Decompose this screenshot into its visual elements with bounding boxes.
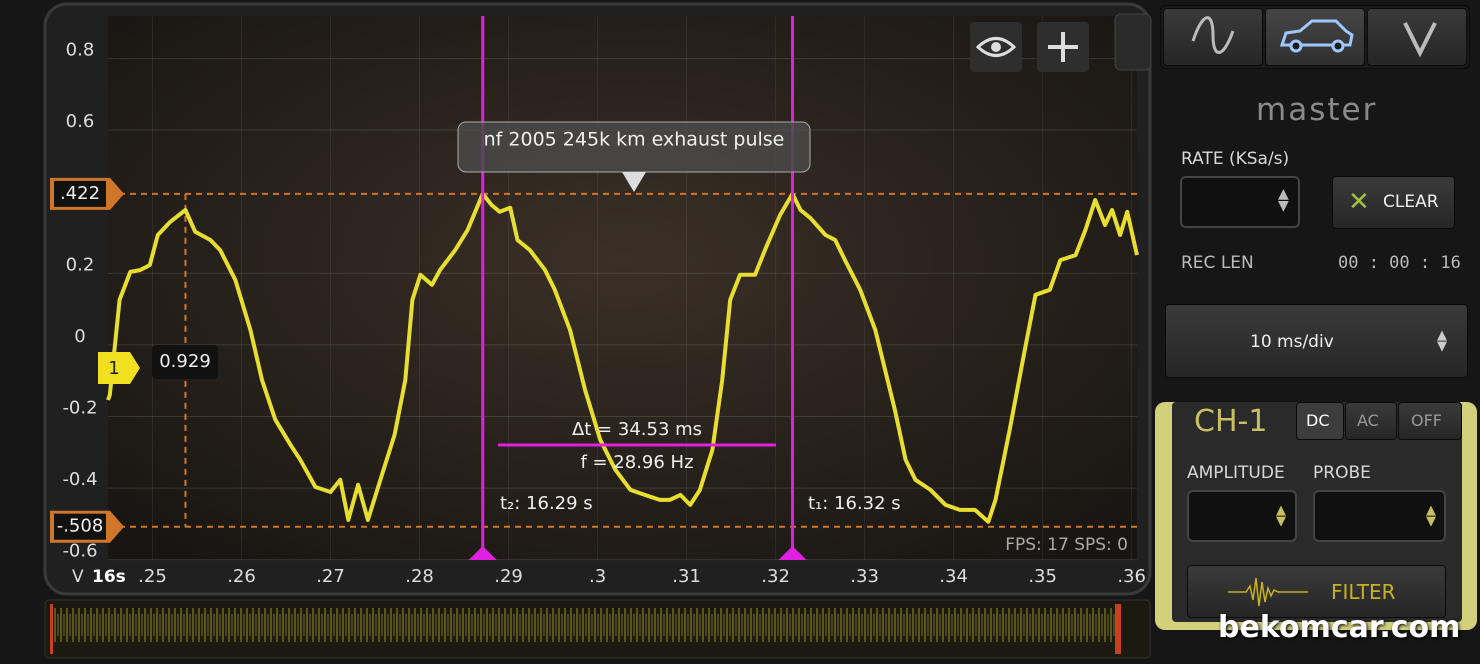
tab-icons — [1191, 16, 1437, 58]
car-tab[interactable] — [1265, 8, 1365, 66]
rate-input[interactable] — [1180, 176, 1300, 228]
panel-title: master — [1256, 92, 1378, 128]
probe-label: PROBE — [1313, 463, 1371, 483]
watermark: bekomcar.com — [1218, 610, 1461, 645]
cursor-handle — [468, 546, 497, 560]
x-tick-label: .35 — [1028, 566, 1057, 587]
clear-button[interactable] — [1332, 176, 1455, 229]
y-tick-label: -0.2 — [62, 397, 97, 418]
level-label-box — [54, 180, 106, 207]
level-label: -.508 — [57, 516, 104, 537]
annotation-pointer — [622, 172, 646, 192]
amplitude-spinner[interactable]: ▲ ▼ — [1276, 503, 1286, 529]
plot-area — [108, 16, 1137, 560]
y-tick-label: 0.2 — [66, 254, 95, 275]
fps-label: FPS: 17 SPS: 0 — [1005, 535, 1128, 555]
time-value: 16s — [92, 567, 126, 587]
rec-len-label: REC LEN — [1181, 253, 1254, 273]
x-tick-label: .33 — [850, 566, 879, 587]
v-tab[interactable] — [1367, 8, 1467, 66]
car-wheel — [1289, 39, 1303, 53]
rate-spinner[interactable]: ▲ ▼ — [1278, 186, 1289, 214]
level-label-box — [54, 513, 106, 540]
v-icon — [1403, 22, 1437, 58]
clear-label: CLEAR — [1383, 192, 1439, 212]
x-tick-label: .26 — [227, 566, 256, 587]
filter-label: FILTER — [1331, 580, 1396, 604]
coupling-label: OFF — [1411, 411, 1442, 430]
channel-title: CH-1 — [1194, 404, 1268, 439]
rate-label: RATE (KSa/s) — [1181, 149, 1290, 169]
eye-pupil — [991, 42, 1001, 52]
clear-icon: ✕ — [1348, 187, 1370, 217]
timebase-value: 10 ms/div — [1250, 332, 1334, 352]
timebase-select[interactable] — [1165, 304, 1468, 378]
probe-spinner[interactable]: ▲ ▼ — [1426, 503, 1436, 529]
y-tick-label: -0.6 — [62, 541, 97, 562]
coupling-off[interactable]: OFF — [1398, 402, 1462, 440]
y-tick-label: 0 — [74, 326, 85, 347]
coupling-label: DC — [1306, 411, 1330, 430]
delta-t: Δt = 34.53 ms — [572, 419, 702, 440]
overview-start — [50, 604, 53, 654]
scope-view: 0.8 0.6 0.2 0 -0.2 -0.4 -0.6 .25 .26 .27 .28 .29 .3.… — [43, 2, 1152, 659]
car-wheel — [1331, 39, 1345, 53]
wave-icon — [1191, 16, 1235, 54]
amplitude-input[interactable] — [1187, 490, 1297, 542]
x-tick-label: .29 — [494, 566, 523, 587]
x-tick-label: .25 — [138, 566, 167, 587]
x-tick-label: .36 — [1117, 566, 1146, 587]
x-tick-label: .32 — [761, 566, 790, 587]
eye-icon — [975, 37, 1017, 57]
overview-signal — [52, 604, 1122, 654]
filter-wave — [1228, 577, 1308, 607]
x-tick-label: .28 — [405, 566, 434, 587]
frequency: f = 28.96 Hz — [580, 452, 693, 473]
side-handle[interactable] — [1114, 13, 1152, 71]
y-tick-label: -0.4 — [62, 469, 97, 490]
filter-icon — [1228, 577, 1308, 607]
x-tick-label: .3 — [589, 566, 606, 587]
t1-label: t₁: 16.32 s — [808, 493, 901, 514]
x-tick-label: .31 — [672, 566, 701, 587]
channel-value-box — [152, 345, 218, 379]
t2-label: t₂: 16.29 s — [500, 493, 593, 514]
y-tick-label: 0.6 — [66, 111, 95, 132]
annotation: nf 2005 245k km exhaust pulse — [484, 129, 785, 151]
rec-len-value: 00 : 00 : 16 — [1338, 253, 1461, 273]
y-tick-label: 0.8 — [66, 40, 95, 61]
probe-input[interactable] — [1313, 490, 1446, 542]
overview-window[interactable] — [1115, 604, 1121, 654]
channel-marker[interactable] — [98, 352, 140, 384]
coupling-dc[interactable]: DC — [1296, 402, 1344, 440]
car-icon — [1279, 19, 1354, 47]
timebase-arrows: ▲ ▼ — [1437, 328, 1447, 354]
x-tick-label: .27 — [316, 566, 345, 587]
coupling-label: AC — [1357, 411, 1379, 430]
waveform — [106, 191, 1139, 524]
channel-value: 0.929 — [159, 351, 211, 372]
coupling-ac[interactable]: AC — [1345, 402, 1397, 440]
time-prefix: V — [72, 567, 84, 587]
x-tick-label: .34 — [939, 566, 968, 587]
level-label: .422 — [60, 183, 100, 204]
amplitude-label: AMPLITUDE — [1187, 463, 1285, 483]
plus-icon — [1048, 32, 1078, 62]
cursor-handle — [778, 546, 807, 560]
channel-marker-label: 1 — [108, 358, 119, 379]
